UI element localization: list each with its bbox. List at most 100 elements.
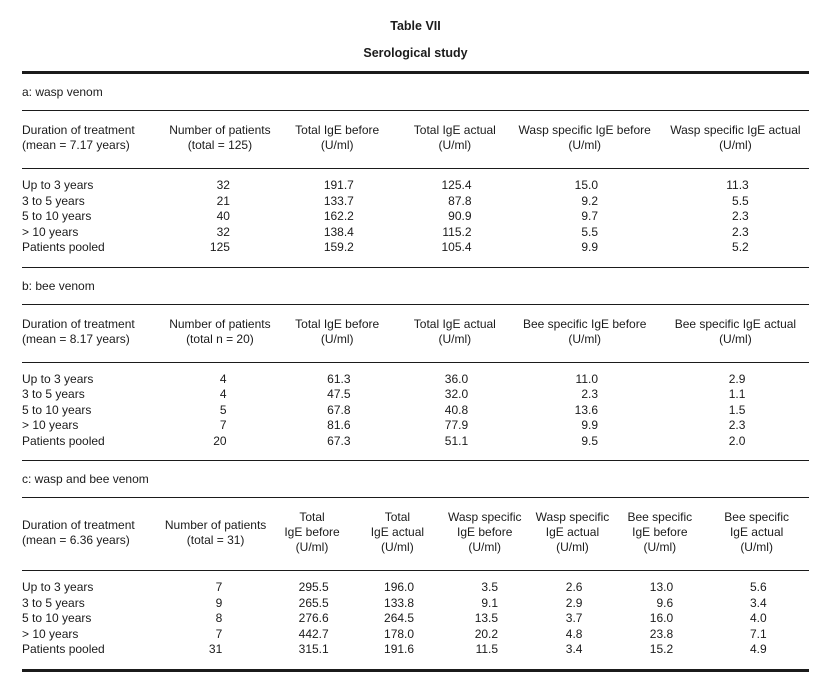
value: 191.6: [384, 642, 415, 656]
value-cell: 23.8: [615, 627, 704, 643]
row-label-cell: > 10 years: [22, 418, 79, 432]
column-header-line: Total IgE before: [295, 123, 380, 137]
value-cell: 31: [162, 642, 269, 670]
value-cell: 11.5: [440, 642, 530, 670]
table-row: 3 to 5 years 9 265.5 133.8 9.1 2.9 9.6 3.4: [22, 596, 809, 612]
value-cell: 7: [162, 627, 269, 643]
column-header: Total IgE actual (U/ml): [402, 110, 508, 169]
value: 40: [216, 209, 230, 223]
value-cell: 125.4: [402, 169, 507, 194]
column-header: Total IgE actual (U/ml): [354, 497, 440, 571]
value-cell: 11.3: [662, 169, 809, 194]
column-header-line: Number of patients: [169, 316, 271, 331]
value-cell: 61.3: [272, 362, 402, 387]
value: 9.7: [581, 209, 599, 223]
value: 67.8: [327, 402, 351, 417]
column-header-line: Number of patients: [169, 123, 271, 137]
table-body: Up to 3 years 32 191.7 125.4 15.0 11.3 3 to 5 …: [22, 169, 809, 268]
section-table: Duration of treatment (mean = 7.17 years)…: [22, 110, 809, 268]
value-cell: 16.0: [615, 611, 704, 627]
column-header-line: (U/ml): [740, 540, 773, 554]
value: 5.6: [749, 580, 767, 594]
value-cell: 9.1: [440, 596, 530, 612]
column-header-line: Number of patients: [164, 517, 267, 532]
value-cell: 81.6: [272, 418, 402, 434]
value: 159.2: [323, 240, 354, 254]
value-cell: 125: [168, 240, 273, 267]
row-label-cell: Up to 3 years: [22, 178, 94, 192]
column-header-line: (U/ml): [320, 331, 354, 346]
value: 133.7: [323, 193, 354, 208]
row-label-cell: 5 to 10 years: [22, 402, 92, 417]
value-cell: 264.5: [355, 611, 440, 627]
value-cell: 9.2: [508, 194, 662, 210]
table-row: 3 to 5 years 21 133.7 87.8 9.2 5.5: [22, 194, 809, 210]
table-body: Up to 3 years 4 61.3 36.0 11.0 2.9 3 to 5 year…: [22, 362, 809, 461]
value: 20: [213, 433, 227, 448]
column-header-line: Bee specific: [627, 510, 693, 524]
column-header-line: Total IgE before: [295, 316, 380, 331]
column-header: Total IgE actual (U/ml): [402, 304, 508, 363]
column-header-line: Duration of treatment: [22, 517, 135, 532]
column-header-line: (U/ml): [438, 331, 472, 346]
value-cell: 133.7: [272, 194, 402, 210]
value: 9: [215, 595, 223, 610]
value: 87.8: [448, 193, 472, 208]
table-head: Duration of treatment (mean = 6.36 years)…: [22, 497, 809, 571]
value-cell: 2.3: [662, 209, 809, 225]
row-label-cell: Patients pooled: [22, 642, 105, 656]
value: 4.8: [565, 626, 583, 641]
column-header-line: (U/ml): [568, 331, 601, 346]
value: 7: [219, 418, 227, 432]
row-label-cell: Patients pooled: [22, 433, 105, 448]
row-label-cell: 3 to 5 years: [22, 193, 85, 208]
value-cell: 20: [168, 434, 273, 461]
value-cell: 32: [168, 225, 273, 241]
section-table: Duration of treatment (mean = 8.17 years)…: [22, 303, 809, 461]
value-cell: 2.9: [662, 362, 809, 387]
value: 32: [216, 178, 230, 192]
value: 3.7: [565, 611, 583, 625]
column-header: Bee specific IgE actual (U/ml): [704, 497, 809, 571]
row-label-cell: 5 to 10 years: [22, 209, 92, 223]
column-header: Bee specific IgE before (U/ml): [615, 497, 705, 571]
value-cell: 9.5: [508, 434, 662, 461]
value-cell: 40.8: [402, 403, 507, 419]
column-header-line: (U/ml): [295, 540, 329, 554]
value-cell: 315.1: [269, 642, 355, 670]
value: 8: [215, 611, 223, 625]
value-cell: 2.9: [530, 596, 616, 612]
value: 2.0: [728, 433, 746, 448]
value-cell: 276.6: [269, 611, 355, 627]
value: 21: [216, 193, 230, 208]
column-header-line: Wasp specific: [447, 510, 522, 524]
value: 178.0: [384, 626, 415, 641]
value: 264.5: [384, 611, 415, 625]
value-cell: 4.9: [704, 642, 809, 670]
column-header: Total IgE before (U/ml): [269, 497, 355, 571]
value: 315.1: [298, 642, 329, 656]
value-cell: 67.3: [272, 434, 402, 461]
value-cell: 5.2: [662, 240, 809, 267]
value: 77.9: [444, 418, 469, 432]
value-cell: 2.3: [508, 387, 662, 403]
section-table: Duration of treatment (mean = 6.36 years)…: [22, 497, 809, 672]
value: 11.0: [575, 371, 599, 386]
value: 3.5: [481, 580, 499, 594]
value: 9.6: [656, 595, 674, 610]
column-header-line: Total IgE actual: [413, 316, 496, 331]
row-label-cell: Up to 3 years: [22, 371, 94, 386]
value: 1.1: [728, 387, 746, 401]
value: 7: [215, 580, 223, 594]
value-cell: 191.7: [272, 169, 402, 194]
column-header: Wasp specific IgE before (U/ml): [439, 497, 530, 571]
value: 47.5: [327, 387, 351, 401]
value: 5.2: [732, 240, 749, 254]
value: 191.7: [323, 178, 354, 192]
value-cell: 162.2: [272, 209, 402, 225]
value-cell: 3.5: [440, 571, 530, 596]
value-cell: 7.1: [704, 627, 809, 643]
value-cell: 90.9: [402, 209, 507, 225]
column-header-line: (mean = 8.17 years): [22, 331, 130, 346]
value: 5: [219, 402, 227, 417]
